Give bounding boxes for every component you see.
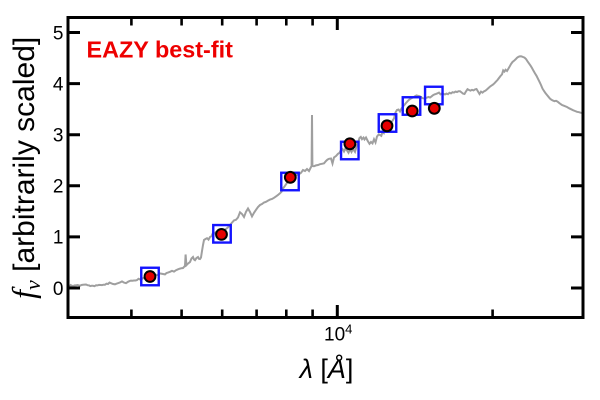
svg-text:3: 3 — [53, 126, 64, 147]
svg-text:0: 0 — [53, 279, 64, 300]
svg-text:2: 2 — [53, 177, 64, 198]
svg-text:EAZY best-fit: EAZY best-fit — [87, 37, 234, 63]
svg-text:1: 1 — [53, 228, 64, 249]
svg-text:λ [Å]: λ [Å] — [298, 353, 354, 384]
svg-text:5: 5 — [53, 23, 64, 44]
svg-text:104: 104 — [324, 322, 352, 346]
svg-text:4: 4 — [53, 74, 64, 95]
svg-text:fν [arbitrarily scaled]: fν [arbitrarily scaled] — [5, 37, 45, 299]
